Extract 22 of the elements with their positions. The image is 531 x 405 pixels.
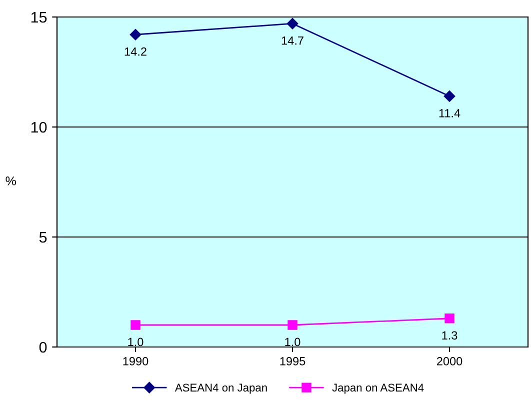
point — [444, 314, 454, 324]
y-tick-label: 0 — [39, 342, 47, 353]
point — [444, 90, 456, 102]
data-label: 1.3 — [442, 331, 458, 340]
x-tick-label: 1990 — [123, 357, 148, 366]
data-label: 1.0 — [128, 338, 144, 346]
point — [288, 320, 298, 330]
data-label: 14.2 — [124, 47, 146, 56]
y-tick-label: 5 — [39, 232, 47, 243]
x-tick-label: 2000 — [436, 357, 462, 366]
point — [130, 28, 142, 40]
data-label: 14.7 — [282, 36, 304, 45]
y-tick-label: 15 — [31, 12, 47, 23]
data-label: 11.4 — [439, 109, 460, 118]
data-label: 1.0 — [285, 338, 300, 346]
y-tick-label: 10 — [31, 122, 47, 133]
legend-label: ASEAN4 on Japan — [174, 384, 267, 394]
point — [130, 320, 140, 330]
legend-label: Japan on ASEAN4 — [332, 384, 424, 394]
point — [286, 18, 298, 30]
x-tick-label: 1995 — [280, 357, 306, 366]
y-axis-title: % — [6, 176, 16, 186]
